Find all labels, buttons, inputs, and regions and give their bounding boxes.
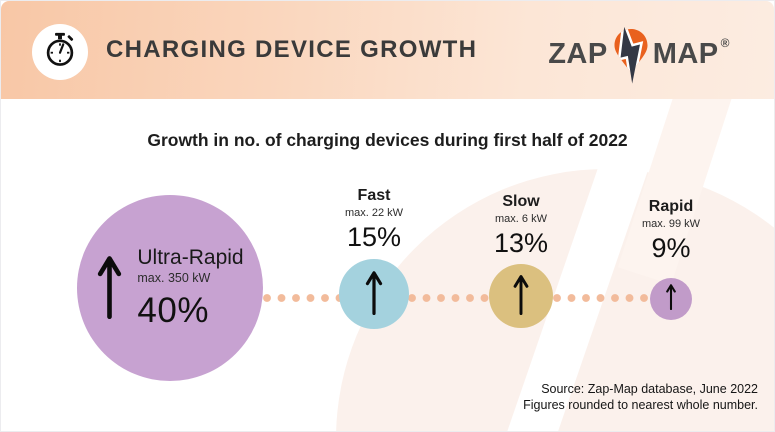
device-growth-value: 13% [493, 228, 549, 258]
device-max-power: max. 350 kW [137, 270, 211, 285]
chart-title: Growth in no. of charging devices during… [147, 130, 628, 150]
device-name: Ultra-Rapid [137, 245, 244, 269]
logo-zap-text: ZAP [548, 37, 608, 70]
up-arrow-icon [512, 273, 530, 320]
label-stack-rapid: Rapid max. 99 kW 9% [611, 198, 731, 264]
device-growth-value: 40% [137, 290, 209, 330]
header-banner: CHARGING DEVICE GROWTH ZAP [1, 1, 774, 99]
device-max-power: max. 6 kW [495, 213, 547, 225]
logo-map-text: MAP [652, 37, 719, 70]
device-name: Rapid [648, 198, 694, 215]
up-arrow-icon [364, 269, 384, 320]
device-max-power: max. 99 kW [641, 218, 701, 230]
pin-bolt-icon [611, 24, 651, 92]
up-arrow-icon [96, 253, 123, 324]
dotted-connector [263, 294, 695, 302]
label-stack-fast: Fast max. 22 kW 15% [314, 187, 434, 253]
label-stack-slow: Slow max. 6 kW 13% [461, 193, 581, 259]
device-growth-value: 9% [651, 233, 691, 263]
device-name: Fast [357, 187, 391, 204]
bubble-fast [339, 259, 409, 329]
bubble-rapid [650, 278, 692, 320]
device-growth-value: 15% [346, 222, 402, 252]
zap-map-logo: ZAP MAP ® [548, 1, 730, 99]
device-max-power: max. 22 kW [344, 207, 404, 219]
device-name: Slow [502, 193, 540, 210]
stopwatch-icon [42, 32, 78, 73]
page-title: CHARGING DEVICE GROWTH [106, 36, 478, 63]
up-arrow-icon [665, 283, 677, 315]
bubble-ultra-rapid: Ultra-Rapid max. 350 kW 40% [77, 195, 263, 381]
stopwatch-badge [32, 24, 88, 80]
bubble-slow [489, 264, 553, 328]
registered-mark: ® [720, 36, 730, 50]
source-note: Source: Zap-Map database, June 2022 Figu… [523, 381, 758, 414]
source-line2: Figures rounded to nearest whole number. [523, 398, 758, 413]
source-line1: Source: Zap-Map database, June 2022 [541, 382, 758, 396]
